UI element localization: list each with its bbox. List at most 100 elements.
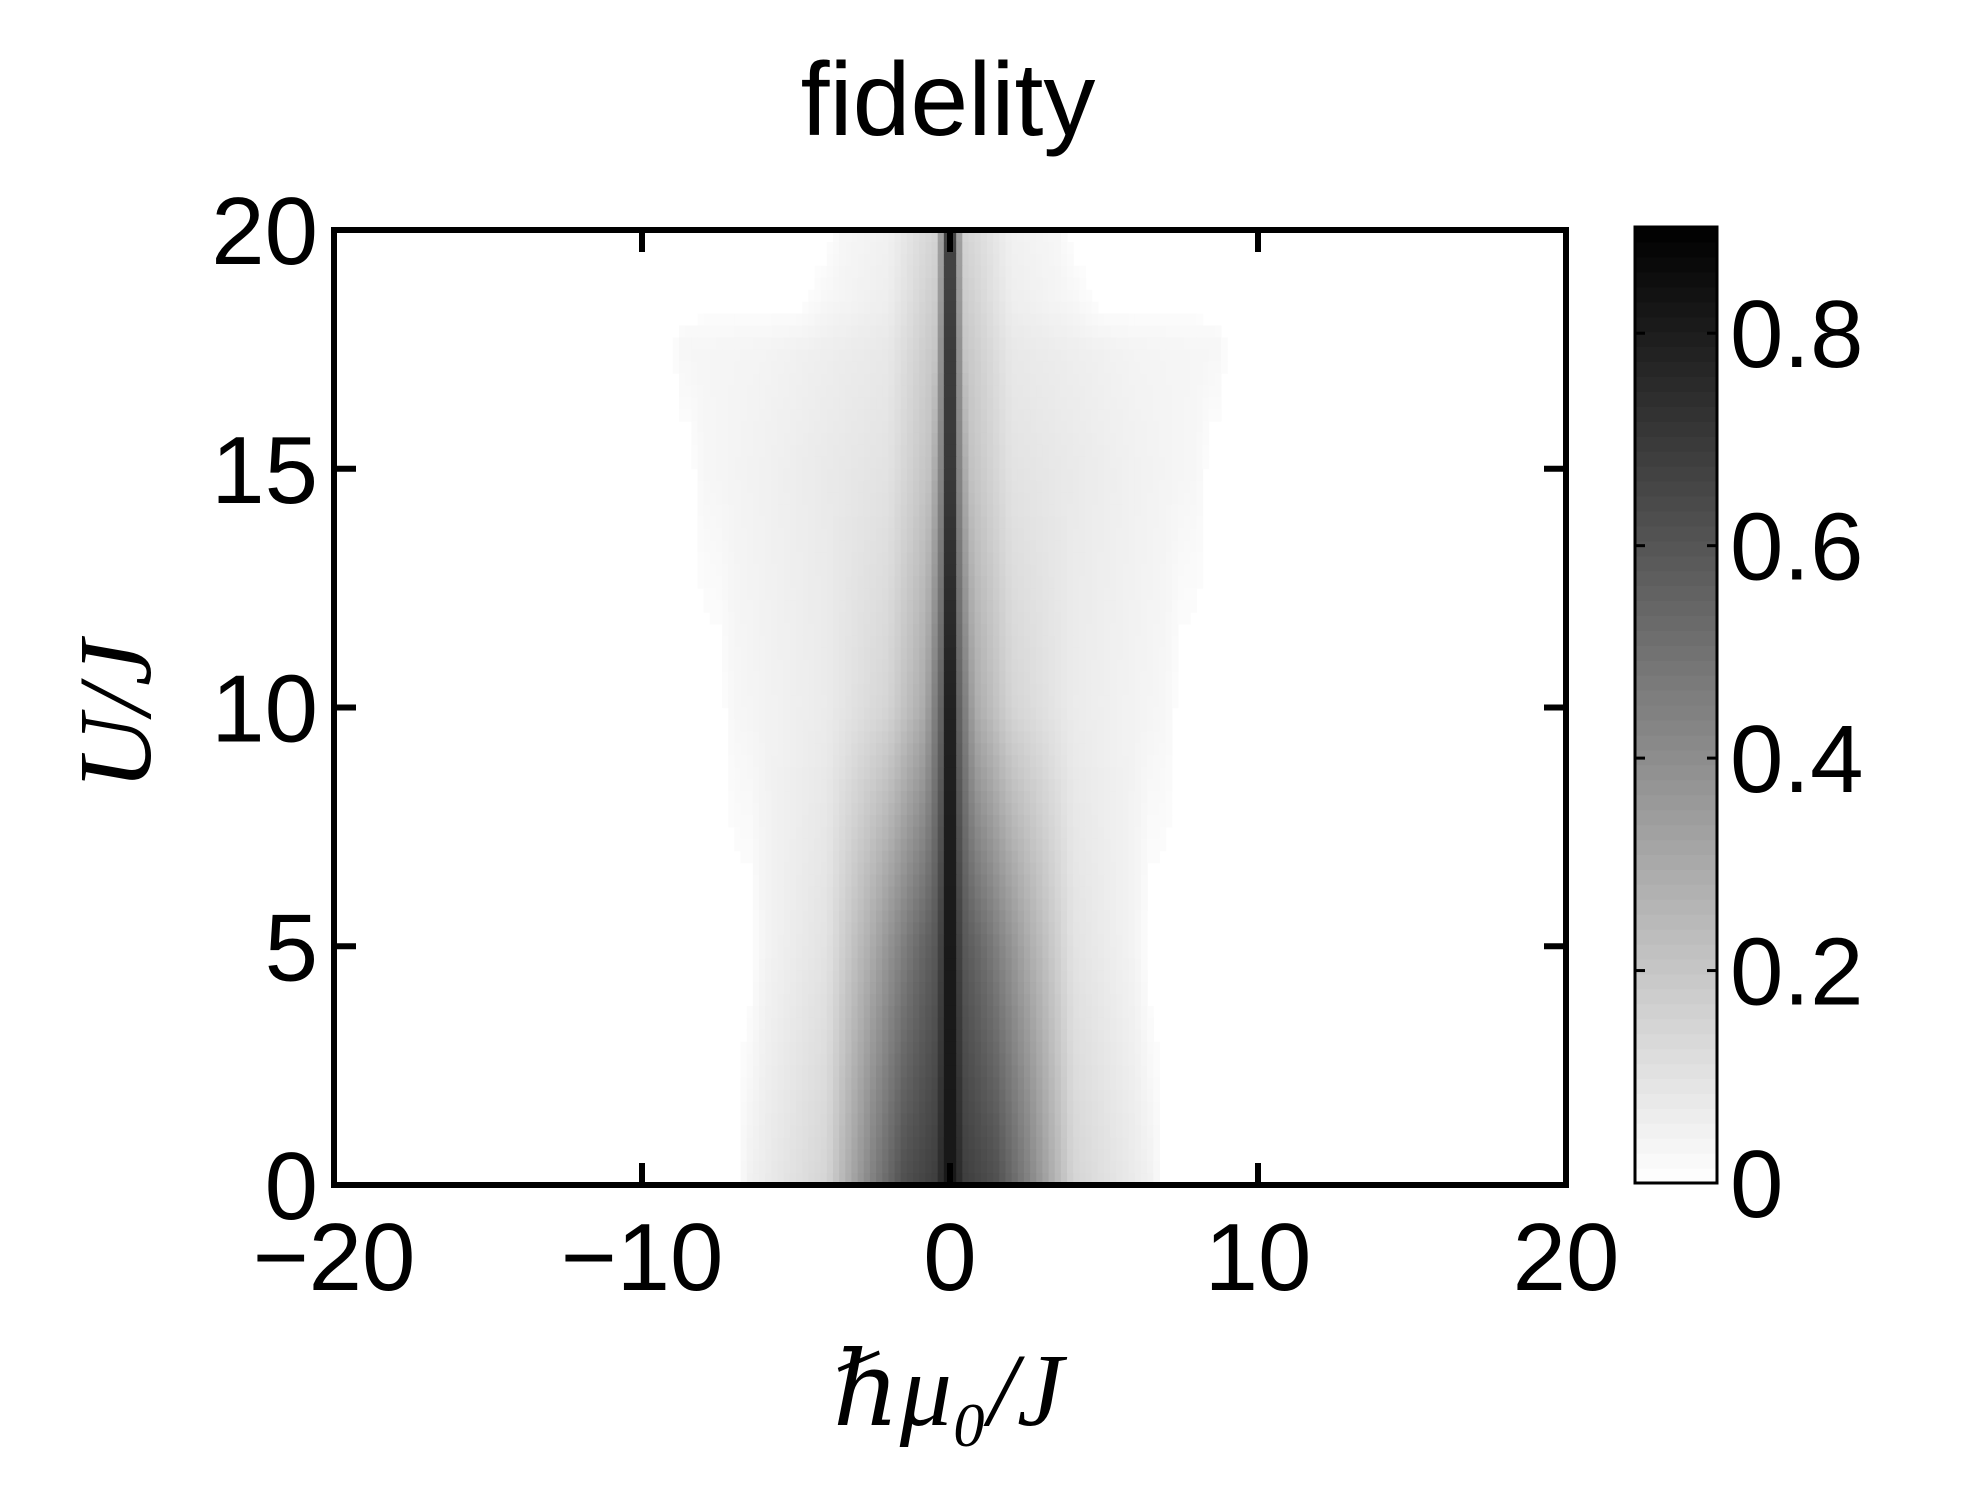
heatmap-cell bbox=[845, 779, 853, 792]
heatmap-cell bbox=[1196, 385, 1204, 398]
heatmap-cell bbox=[1085, 337, 1093, 350]
heatmap-cell bbox=[851, 492, 859, 506]
heatmap-cell bbox=[906, 862, 914, 876]
heatmap-cell bbox=[906, 755, 914, 768]
heatmap-cell bbox=[1165, 373, 1173, 386]
heatmap-cell bbox=[1196, 313, 1204, 327]
heatmap-cell bbox=[937, 1017, 945, 1031]
heatmap-cell bbox=[913, 743, 920, 756]
heatmap-cell bbox=[863, 731, 871, 744]
heatmap-cell bbox=[820, 337, 828, 350]
heatmap-cell bbox=[943, 695, 951, 709]
heatmap-cell bbox=[765, 1029, 772, 1043]
heatmap-cell bbox=[845, 444, 853, 458]
heatmap-cell bbox=[1085, 874, 1093, 888]
heatmap-cell bbox=[869, 361, 877, 374]
heatmap-cell bbox=[925, 707, 933, 721]
heatmap-cell bbox=[1085, 588, 1093, 601]
heatmap-cell bbox=[1171, 588, 1179, 601]
heatmap-cell bbox=[1091, 1005, 1099, 1019]
heatmap-cell bbox=[863, 504, 871, 518]
heatmap-cell bbox=[728, 325, 735, 339]
heatmap-cell bbox=[826, 1005, 834, 1019]
heatmap-cell bbox=[913, 862, 920, 876]
heatmap-cell bbox=[789, 982, 797, 995]
heatmap-cell bbox=[1177, 337, 1185, 350]
heatmap-cell bbox=[1190, 540, 1197, 553]
heatmap-cell bbox=[1097, 755, 1105, 768]
heatmap-cell bbox=[1073, 862, 1080, 876]
heatmap-cell bbox=[752, 480, 760, 494]
heatmap-cell bbox=[802, 779, 809, 792]
heatmap-cell bbox=[709, 516, 717, 530]
heatmap-cell bbox=[1128, 707, 1136, 721]
heatmap-cell bbox=[826, 886, 834, 900]
heatmap-cell bbox=[1048, 695, 1056, 709]
heatmap-cell bbox=[1079, 612, 1087, 625]
heatmap-cell bbox=[1067, 743, 1074, 756]
heatmap-cell bbox=[771, 1041, 779, 1055]
heatmap-cell bbox=[1159, 576, 1167, 589]
heatmap-cell bbox=[894, 707, 902, 721]
heatmap-cell bbox=[931, 241, 939, 255]
heatmap-cell bbox=[771, 731, 779, 744]
heatmap-cell bbox=[888, 946, 896, 959]
heatmap-cell bbox=[986, 791, 994, 804]
heatmap-cell bbox=[1147, 1029, 1154, 1043]
heatmap-cell bbox=[1085, 1005, 1093, 1019]
heatmap-cell bbox=[722, 313, 729, 327]
heatmap-cell bbox=[962, 707, 970, 721]
heatmap-cell bbox=[777, 707, 785, 721]
heatmap-cell bbox=[882, 612, 889, 625]
heatmap-cell bbox=[974, 814, 982, 828]
heatmap-cell bbox=[876, 432, 883, 446]
heatmap-cell bbox=[1079, 1029, 1087, 1043]
heatmap-cell bbox=[882, 803, 889, 816]
heatmap-cell bbox=[1122, 373, 1130, 386]
heatmap-cell bbox=[826, 409, 834, 422]
heatmap-cell bbox=[1023, 647, 1031, 661]
heatmap-cell bbox=[746, 1041, 754, 1055]
heatmap-cell bbox=[1091, 540, 1099, 553]
heatmap-cell bbox=[839, 600, 846, 613]
heatmap-cell bbox=[1091, 814, 1099, 828]
heatmap-cell bbox=[697, 409, 705, 422]
heatmap-cell bbox=[950, 325, 957, 339]
heatmap-cell bbox=[1042, 934, 1050, 947]
heatmap-cell bbox=[845, 958, 853, 971]
heatmap-cell bbox=[968, 552, 976, 565]
heatmap-cell bbox=[808, 623, 816, 637]
heatmap-cell bbox=[986, 444, 994, 458]
heatmap-cell bbox=[980, 265, 988, 279]
heatmap-cell bbox=[734, 612, 742, 625]
heatmap-cell bbox=[943, 409, 951, 422]
heatmap-cell bbox=[1128, 922, 1136, 935]
heatmap-cell bbox=[1184, 385, 1191, 398]
heatmap-cell bbox=[962, 313, 970, 327]
heatmap-cell bbox=[1054, 791, 1062, 804]
heatmap-cell bbox=[1140, 337, 1148, 350]
heatmap-cell bbox=[900, 468, 908, 482]
heatmap-cell bbox=[839, 253, 846, 267]
heatmap-cell bbox=[986, 468, 994, 482]
heatmap-cell bbox=[1067, 325, 1074, 339]
heatmap-cell bbox=[1079, 970, 1087, 983]
heatmap-cell bbox=[913, 397, 920, 410]
heatmap-cell bbox=[968, 373, 976, 386]
heatmap-cell bbox=[1048, 552, 1056, 565]
heatmap-cell bbox=[980, 862, 988, 876]
heatmap-cell bbox=[962, 480, 970, 494]
heatmap-cell bbox=[796, 671, 803, 685]
heatmap-cell bbox=[888, 922, 896, 935]
heatmap-cell bbox=[962, 910, 970, 923]
heatmap-cell bbox=[974, 946, 982, 959]
heatmap-cell bbox=[1091, 695, 1099, 709]
heatmap-cell bbox=[888, 898, 896, 912]
heatmap-cell bbox=[1023, 540, 1031, 553]
heatmap-cell bbox=[1104, 826, 1111, 840]
heatmap-cell bbox=[919, 289, 926, 303]
heatmap-cell bbox=[980, 683, 988, 697]
heatmap-cell bbox=[1091, 1029, 1099, 1043]
heatmap-cell bbox=[1153, 337, 1161, 350]
heatmap-cell bbox=[919, 719, 926, 732]
